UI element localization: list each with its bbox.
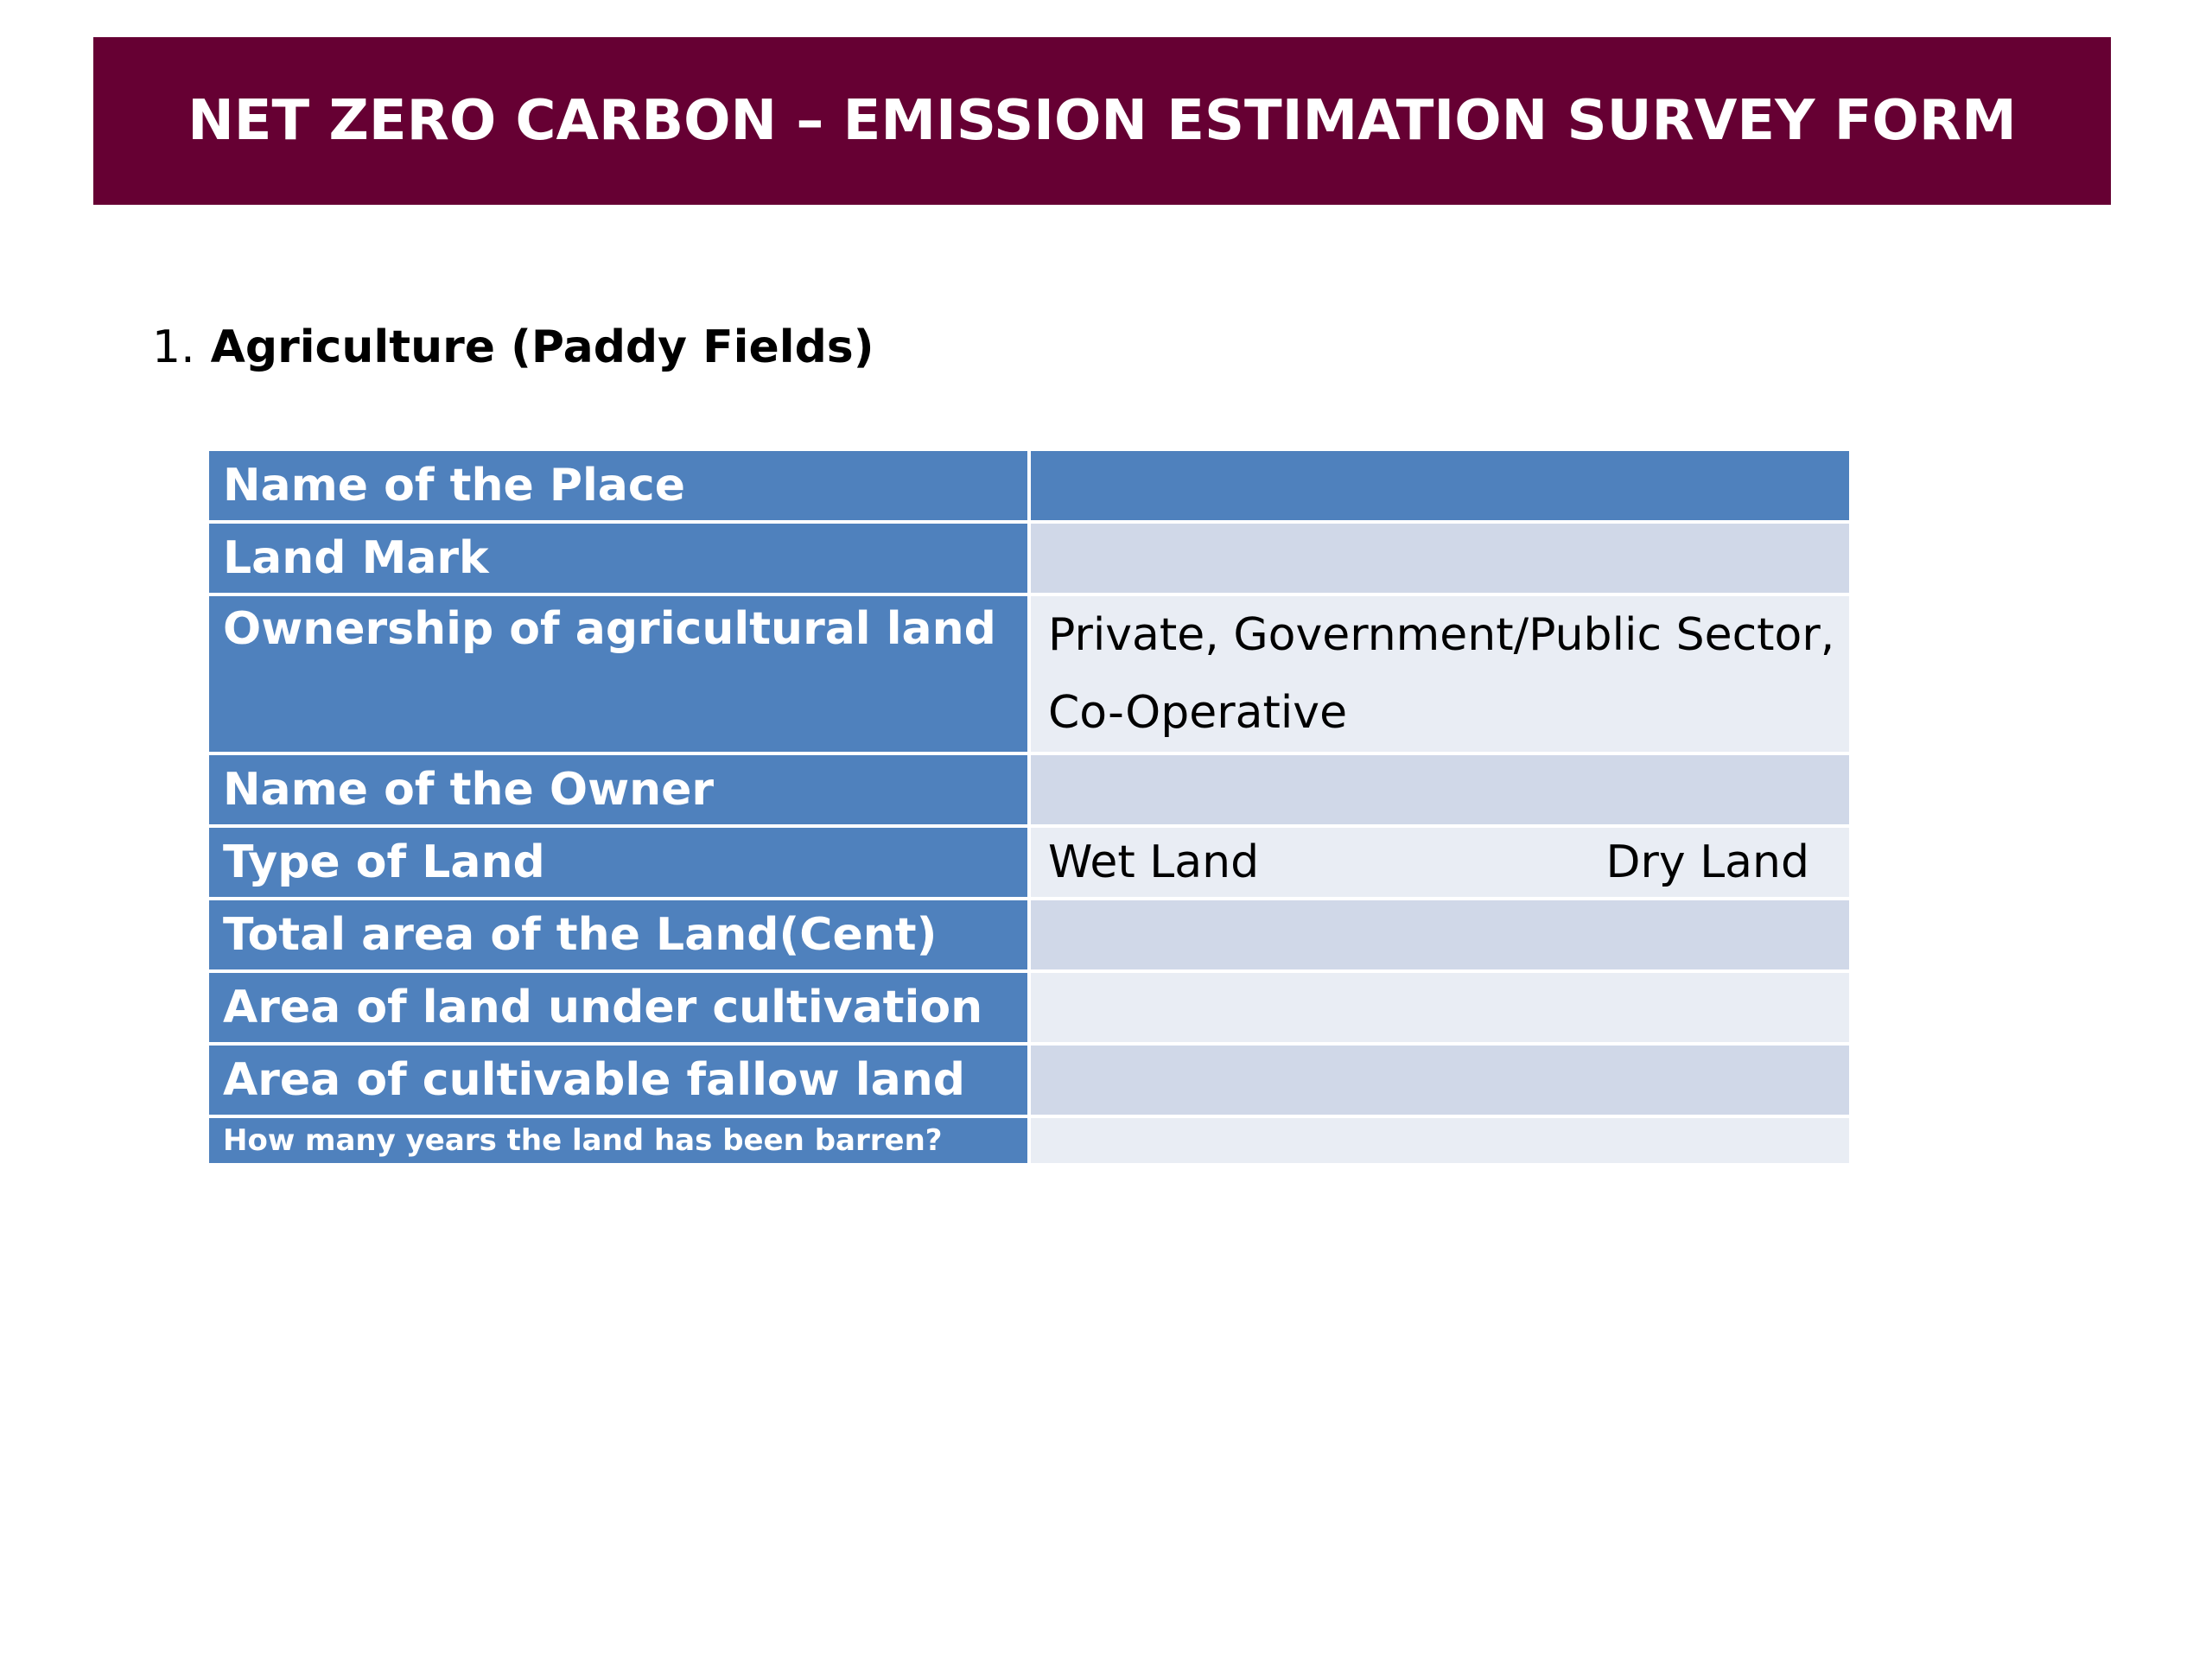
section-heading: 1. Agriculture (Paddy Fields) — [152, 313, 874, 382]
place-name-field[interactable] — [1027, 448, 1853, 524]
total-area-field[interactable] — [1027, 897, 1853, 973]
form-row-type-of-land: Type of Land Wet Land Dry Land — [206, 824, 1853, 900]
form-row-area-under-cultivation: Area of land under cultivation — [206, 969, 1853, 1046]
wet-land-option[interactable]: Wet Land — [1048, 836, 1260, 888]
land-mark-label: Land Mark — [206, 520, 1031, 596]
form-row-owner-name: Name of the Owner — [206, 752, 1853, 828]
area-under-cultivation-label: Area of land under cultivation — [206, 969, 1031, 1046]
survey-form-table: Name of the Place Land Mark Ownership of… — [206, 448, 1853, 1166]
form-row-total-area: Total area of the Land(Cent) — [206, 897, 1853, 973]
title-banner: NET ZERO CARBON – EMISSION ESTIMATION SU… — [93, 37, 2111, 205]
total-area-label: Total area of the Land(Cent) — [206, 897, 1031, 973]
form-row-fallow-land: Area of cultivable fallow land — [206, 1042, 1853, 1118]
fallow-land-label: Area of cultivable fallow land — [206, 1042, 1031, 1118]
barren-years-label: How many years the land has been barren? — [206, 1115, 1031, 1166]
ownership-field[interactable]: Private, Government/Public Sector, Co-Op… — [1027, 593, 1853, 755]
fallow-land-field[interactable] — [1027, 1042, 1853, 1118]
owner-name-label: Name of the Owner — [206, 752, 1031, 828]
place-name-label: Name of the Place — [206, 448, 1031, 524]
type-of-land-field: Wet Land Dry Land — [1027, 824, 1853, 900]
page-title: NET ZERO CARBON – EMISSION ESTIMATION SU… — [188, 89, 2017, 153]
form-row-ownership: Ownership of agricultural land Private, … — [206, 593, 1853, 755]
form-row-place-name: Name of the Place — [206, 448, 1853, 524]
section-number: 1. — [152, 321, 195, 373]
type-of-land-label: Type of Land — [206, 824, 1031, 900]
land-mark-field[interactable] — [1027, 520, 1853, 596]
form-row-barren-years: How many years the land has been barren? — [206, 1115, 1853, 1166]
owner-name-field[interactable] — [1027, 752, 1853, 828]
ownership-label: Ownership of agricultural land — [206, 593, 1031, 755]
section-title: Agriculture (Paddy Fields) — [210, 321, 874, 373]
area-under-cultivation-field[interactable] — [1027, 969, 1853, 1046]
form-row-land-mark: Land Mark — [206, 520, 1853, 596]
dry-land-option[interactable]: Dry Land — [1605, 836, 1809, 888]
barren-years-field[interactable] — [1027, 1115, 1853, 1166]
